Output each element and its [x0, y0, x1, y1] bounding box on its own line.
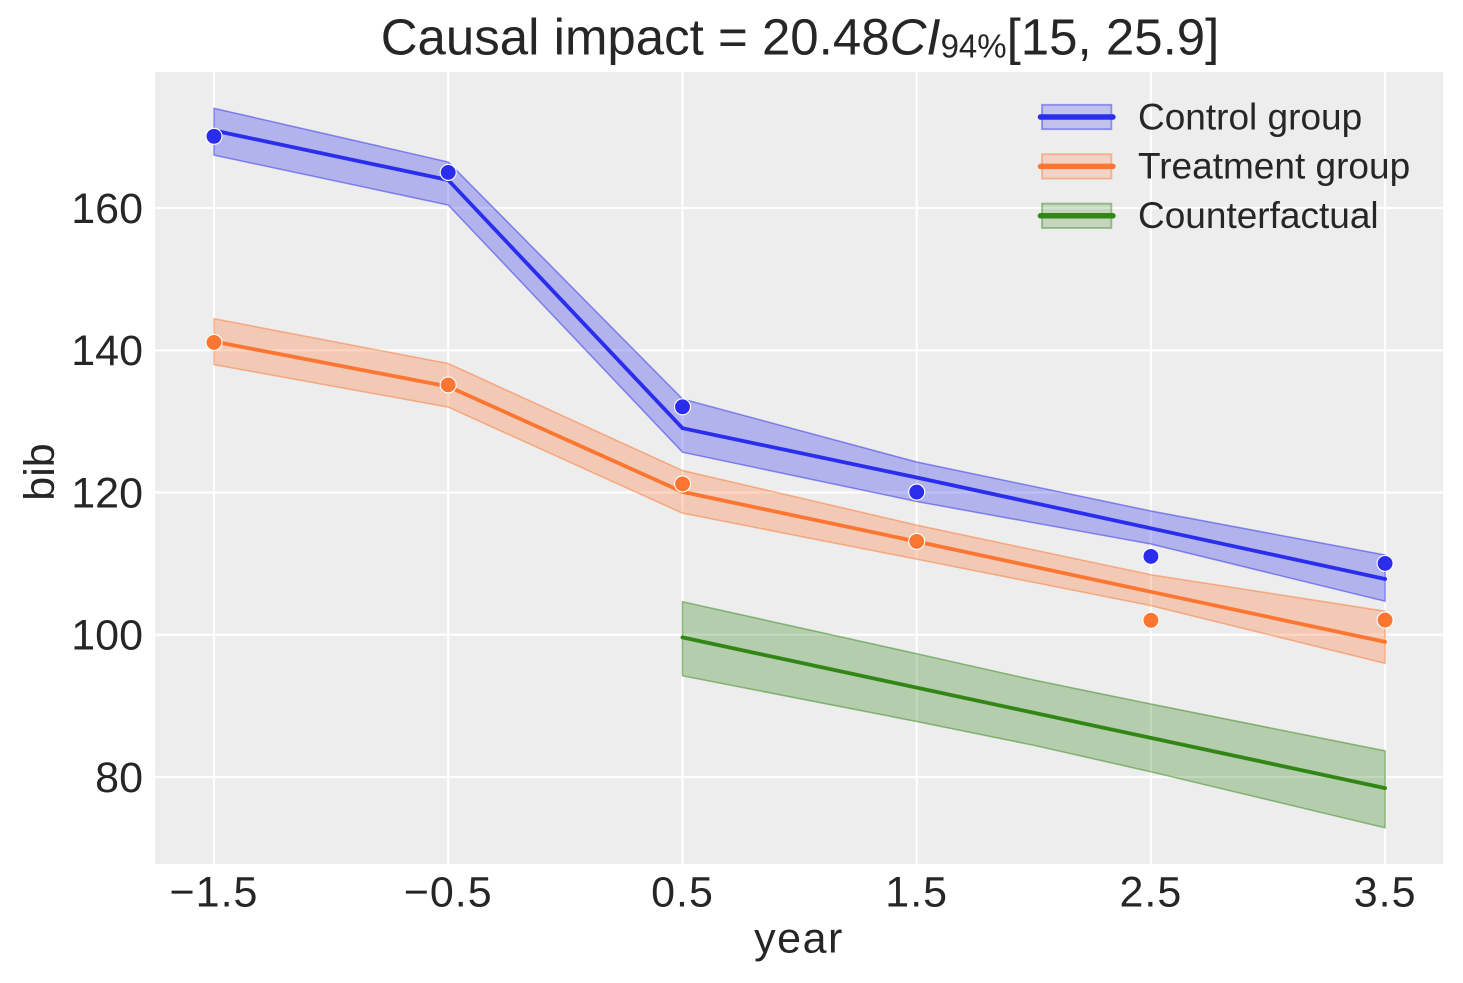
svg-text:3.5: 3.5: [1354, 868, 1417, 916]
svg-text:0.5: 0.5: [651, 868, 714, 916]
svg-text:140: 140: [71, 327, 143, 375]
svg-text:Counterfactual: Counterfactual: [1138, 195, 1379, 236]
svg-text:2.5: 2.5: [1120, 868, 1183, 916]
svg-text:Control group: Control group: [1138, 96, 1362, 137]
svg-text:year: year: [754, 914, 844, 962]
svg-text:Causal impact = 20.48CI94%[15,: Causal impact = 20.48CI94%[15, 25.9]: [381, 9, 1220, 66]
svg-text:160: 160: [71, 185, 143, 233]
svg-text:Treatment group: Treatment group: [1138, 146, 1410, 187]
svg-text:−1.5: −1.5: [170, 868, 259, 916]
svg-text:bib: bib: [16, 443, 64, 500]
svg-text:1.5: 1.5: [885, 868, 948, 916]
svg-text:100: 100: [71, 612, 143, 660]
svg-text:−0.5: −0.5: [404, 868, 493, 916]
svg-text:120: 120: [71, 469, 143, 517]
svg-text:80: 80: [95, 754, 143, 802]
